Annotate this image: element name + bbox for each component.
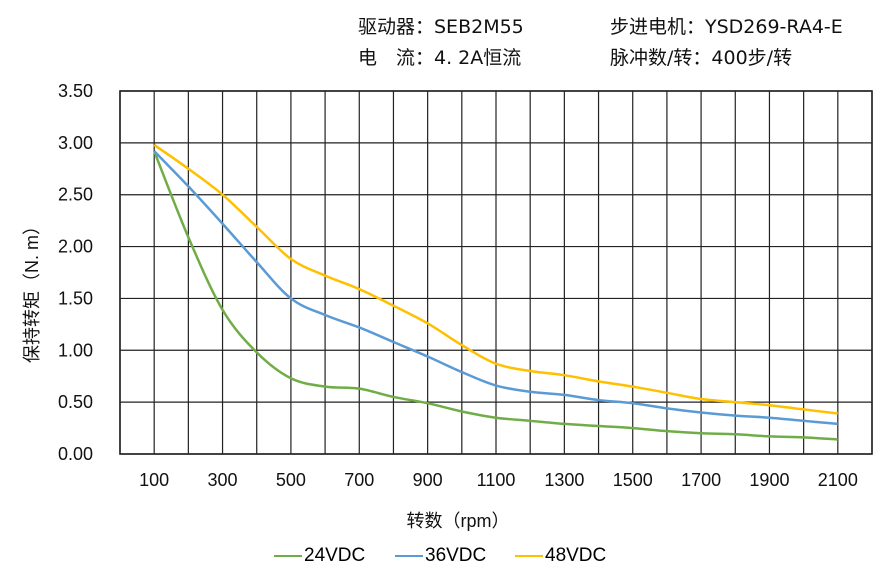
legend-swatch xyxy=(395,555,423,557)
x-tick-label: 100 xyxy=(139,470,169,490)
current-label: 电 流：4. 2A恒流 xyxy=(358,47,522,69)
y-tick-label: 2.50 xyxy=(58,185,93,205)
legend-label: 24VDC xyxy=(304,545,366,566)
y-tick-label: 3.50 xyxy=(58,81,93,101)
x-tick-label: 900 xyxy=(413,470,443,490)
x-tick-label: 1100 xyxy=(477,470,516,490)
legend-item-48vdc: 48VDC xyxy=(515,545,606,567)
y-tick-label: 1.00 xyxy=(58,340,93,360)
pulses-label: 脉冲数/转：400步/转 xyxy=(610,47,793,69)
series-line-48vdc xyxy=(153,143,838,415)
x-tick-label: 500 xyxy=(276,470,306,490)
y-tick-label: 1.50 xyxy=(58,288,93,308)
legend-item-24vdc: 24VDC xyxy=(274,545,365,567)
motor-label: 步进电机：YSD269-RA4-E xyxy=(610,16,843,38)
legend-swatch xyxy=(515,555,543,557)
x-tick-label: 1300 xyxy=(544,470,584,490)
series-line-36vdc xyxy=(153,150,838,426)
driver-label: 驱动器：SEB2M55 xyxy=(358,16,524,38)
x-axis-title: 转数（rpm） xyxy=(407,511,510,531)
y-axis-title: 保持转矩（N. m） xyxy=(22,217,42,363)
legend-label: 36VDC xyxy=(425,545,487,566)
legend-label: 48VDC xyxy=(545,545,607,566)
y-tick-label: 0.50 xyxy=(58,392,93,412)
legend-swatch xyxy=(274,555,302,557)
y-tick-label: 0.00 xyxy=(58,444,93,464)
y-tick-label: 3.00 xyxy=(58,133,93,153)
x-tick-label: 700 xyxy=(344,470,374,490)
x-tick-label: 1700 xyxy=(681,470,721,490)
legend-item-36vdc: 36VDC xyxy=(395,545,486,567)
series-line-24vdc xyxy=(153,150,838,441)
y-tick-label: 2.00 xyxy=(58,237,93,257)
x-tick-label: 2100 xyxy=(818,470,858,490)
x-tick-label: 300 xyxy=(208,470,238,490)
plot-border xyxy=(119,90,873,455)
x-tick-label: 1900 xyxy=(749,470,789,490)
x-tick-label: 1500 xyxy=(613,470,653,490)
